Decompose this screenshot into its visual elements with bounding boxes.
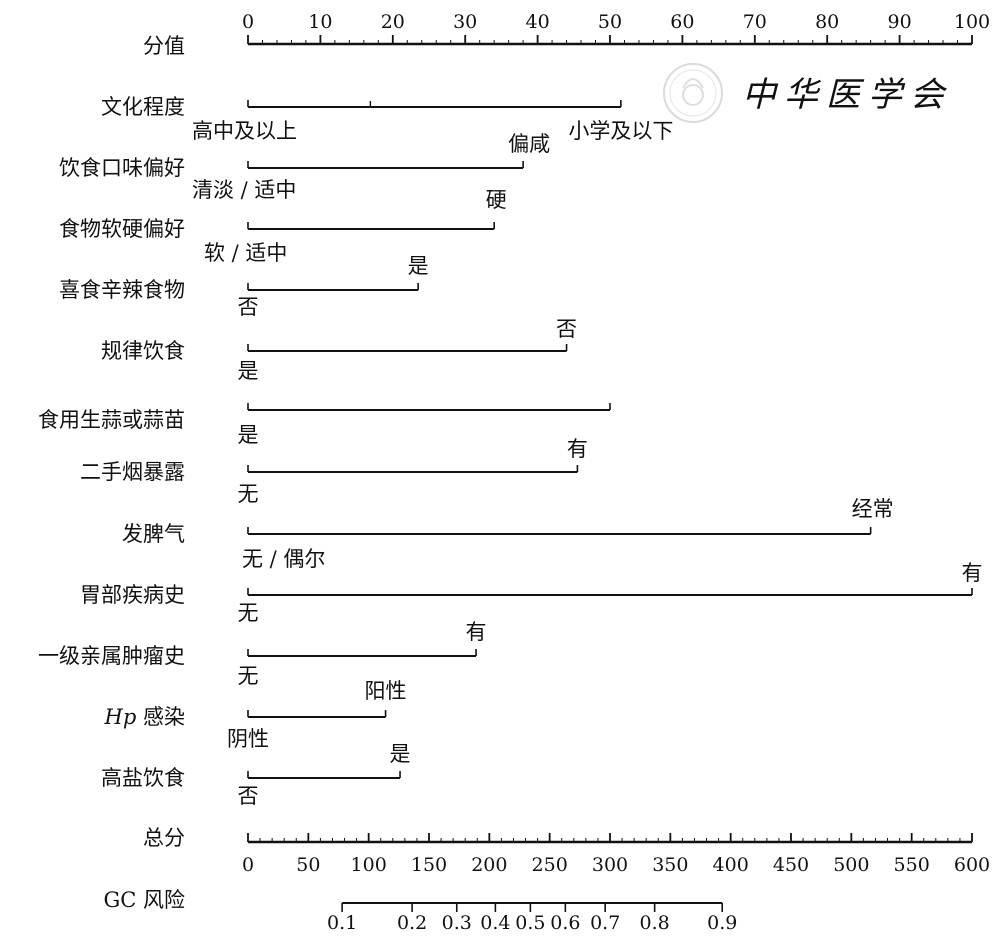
total-tick-label: 200 <box>471 854 507 876</box>
points-tick-label: 70 <box>743 11 767 33</box>
level-label-low: 清淡 / 适中 <box>192 178 296 202</box>
level-label-high: 阳性 <box>365 679 407 703</box>
risk-tick-label: 0.5 <box>515 912 545 934</box>
predictor-name: 高盐饮食 <box>101 766 185 790</box>
predictor-name: 喜食辛辣食物 <box>59 278 185 302</box>
predictor-name: 食用生蒜或蒜苗 <box>38 408 185 432</box>
level-label-high: 是 <box>408 254 429 278</box>
level-label-low: 无 <box>238 482 259 506</box>
points-axis-label: 分值 <box>143 34 185 58</box>
points-tick-label: 0 <box>242 11 254 33</box>
level-label-high: 偏咸 <box>508 132 550 156</box>
level-label-high: 硬 <box>486 188 507 212</box>
predictor-name: 二手烟暴露 <box>80 460 185 484</box>
total-tick-label: 400 <box>713 854 749 876</box>
points-tick-label: 90 <box>888 11 912 33</box>
level-label-high: 小学及以下 <box>568 119 673 143</box>
level-label-low: 无 <box>238 601 259 625</box>
total-tick-label: 0 <box>242 854 254 876</box>
points-tick-label: 80 <box>815 11 839 33</box>
total-tick-label: 100 <box>351 854 387 876</box>
points-tick-label: 60 <box>670 11 694 33</box>
risk-tick-label: 0.3 <box>442 912 472 934</box>
risk-tick-label: 0.9 <box>707 912 737 934</box>
total-tick-label: 550 <box>894 854 930 876</box>
predictor-name: 食物软硬偏好 <box>59 217 185 241</box>
predictor-name: 规律饮食 <box>101 339 185 363</box>
total-tick-label: 450 <box>773 854 809 876</box>
predictor-name: Hp 感染 <box>104 705 185 729</box>
risk-axis-label: GC 风险 <box>103 888 185 912</box>
risk-tick-label: 0.4 <box>480 912 510 934</box>
level-label-high: 是 <box>390 742 411 766</box>
predictor-name: 胃部疾病史 <box>80 583 185 607</box>
risk-tick-label: 0.7 <box>590 912 620 934</box>
level-label-low: 无 <box>238 664 259 688</box>
points-tick-label: 30 <box>453 11 477 33</box>
total-axis-label: 总分 <box>143 826 185 850</box>
points-tick-label: 100 <box>954 11 990 33</box>
level-label-high: 否 <box>556 317 577 341</box>
predictor-name: 文化程度 <box>101 95 185 119</box>
risk-tick-label: 0.8 <box>640 912 670 934</box>
total-tick-label: 350 <box>652 854 688 876</box>
risk-tick-label: 0.1 <box>327 912 357 934</box>
points-tick-label: 20 <box>381 11 405 33</box>
level-label-low: 高中及以上 <box>192 119 297 143</box>
risk-tick-label: 0.6 <box>550 912 580 934</box>
level-label-low: 无 / 偶尔 <box>242 547 325 571</box>
total-tick-label: 250 <box>532 854 568 876</box>
level-label-high: 有 <box>466 620 487 644</box>
predictor-name: 饮食口味偏好 <box>59 156 185 180</box>
watermark-text: 中华医学会 <box>742 75 952 115</box>
level-label-low: 否 <box>238 295 259 319</box>
risk-tick-label: 0.2 <box>397 912 427 934</box>
total-tick-label: 600 <box>954 854 990 876</box>
points-tick-label: 10 <box>308 11 332 33</box>
level-label-low: 是 <box>238 423 259 447</box>
predictor-name: 发脾气 <box>122 522 185 546</box>
level-label-low: 阴性 <box>227 727 269 751</box>
level-label-high: 有 <box>962 561 983 585</box>
points-tick-label: 50 <box>598 11 622 33</box>
total-tick-label: 500 <box>833 854 869 876</box>
level-label-low: 否 <box>238 784 259 808</box>
level-label-high: 经常 <box>852 497 894 521</box>
total-tick-label: 50 <box>296 854 320 876</box>
level-label-high: 有 <box>567 437 588 461</box>
level-label-low: 是 <box>238 359 259 383</box>
predictor-name: 一级亲属肿瘤史 <box>38 644 185 668</box>
total-tick-label: 300 <box>592 854 628 876</box>
seal-logo <box>663 63 723 123</box>
level-label-low: 软 / 适中 <box>204 241 287 265</box>
watermark: 中华医学会 <box>663 63 952 123</box>
points-tick-label: 40 <box>526 11 550 33</box>
total-tick-label: 150 <box>411 854 447 876</box>
